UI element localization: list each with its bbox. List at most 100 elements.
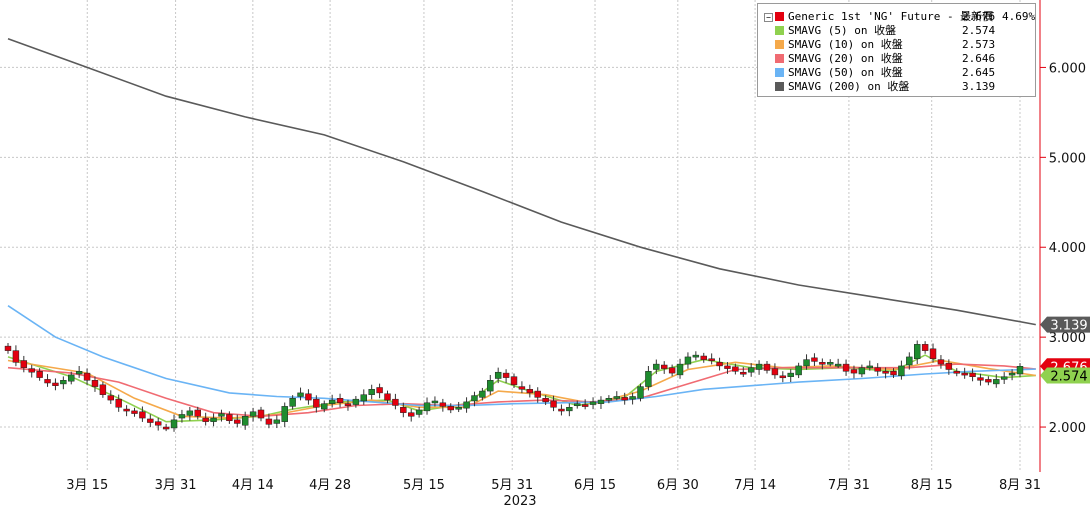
legend-entry[interactable]: SMAVG (10) on 收盤 2.573 bbox=[764, 38, 1034, 52]
last-value-label: 2.574 bbox=[1050, 369, 1087, 384]
legend-label: SMAVG (5) on 收盤 bbox=[788, 24, 897, 37]
candle-body bbox=[732, 366, 739, 372]
legend: − Generic 1st 'NG' Future - 最新價 2.676 4.… bbox=[757, 3, 1036, 97]
last-value-tag bbox=[1040, 316, 1090, 333]
legend-change: 4.69% bbox=[1002, 10, 1036, 23]
candle-body bbox=[708, 358, 715, 361]
candle-body bbox=[937, 359, 945, 365]
x-tick-label: 4月 14 bbox=[232, 478, 274, 493]
x-tick-label: 6月 15 bbox=[574, 478, 616, 493]
candle-body bbox=[993, 379, 1000, 385]
legend-swatch bbox=[775, 12, 784, 21]
legend-value: 3.139 bbox=[962, 80, 996, 93]
candle-body bbox=[210, 417, 217, 422]
candle-body bbox=[494, 371, 502, 379]
candle-body bbox=[139, 411, 146, 419]
candle-body bbox=[906, 356, 913, 366]
candle-body bbox=[226, 414, 233, 422]
legend-value: 2.574 bbox=[962, 24, 996, 37]
candle-body bbox=[842, 363, 850, 372]
candle-body bbox=[977, 377, 984, 381]
y-tick-label: 3.000 bbox=[1049, 331, 1086, 346]
candle-body bbox=[376, 387, 383, 394]
candle-body bbox=[755, 363, 763, 370]
candle-body bbox=[882, 371, 889, 374]
candle-body bbox=[75, 371, 83, 375]
candle-body bbox=[368, 389, 375, 395]
legend-label: SMAVG (10) on 收盤 bbox=[788, 38, 903, 51]
collapse-icon[interactable]: − bbox=[764, 13, 773, 22]
candle-body bbox=[384, 393, 391, 401]
candle-body bbox=[819, 362, 826, 365]
candle-body bbox=[621, 397, 628, 401]
candle-body bbox=[68, 374, 75, 382]
x-tick-label: 5月 15 bbox=[403, 478, 445, 493]
candle-body bbox=[479, 390, 486, 398]
candle-body bbox=[834, 363, 842, 367]
candle-body bbox=[771, 368, 779, 376]
legend-value: 2.645 bbox=[962, 66, 996, 79]
candle-body bbox=[597, 399, 605, 404]
candle-body bbox=[589, 401, 597, 405]
candle-body bbox=[194, 409, 201, 417]
legend-label: Generic 1st 'NG' Future - 最新價 bbox=[788, 10, 994, 23]
candle-body bbox=[661, 364, 668, 369]
legend-entry[interactable]: − Generic 1st 'NG' Future - 最新價 2.676 4.… bbox=[764, 10, 1036, 24]
candle-body bbox=[645, 371, 652, 387]
candle-body bbox=[866, 365, 873, 369]
candle-body bbox=[1008, 372, 1016, 376]
candle-body bbox=[115, 398, 122, 408]
candle-body bbox=[170, 419, 178, 429]
candle-body bbox=[811, 357, 818, 362]
candle-body bbox=[273, 419, 281, 424]
x-tick-label: 3月 15 bbox=[66, 478, 108, 493]
legend-swatch bbox=[775, 54, 784, 63]
candle-body bbox=[447, 406, 454, 411]
candle-body bbox=[929, 348, 937, 359]
candle-body bbox=[83, 372, 91, 381]
candle-body bbox=[518, 386, 526, 390]
candle-body bbox=[202, 417, 209, 422]
candle-body bbox=[281, 406, 288, 422]
candle-body bbox=[265, 418, 273, 425]
candle-body bbox=[724, 365, 731, 369]
legend-label: SMAVG (50) on 收盤 bbox=[788, 66, 903, 79]
candle-body bbox=[550, 400, 557, 408]
legend-swatch bbox=[775, 82, 784, 91]
candle-body bbox=[874, 367, 881, 372]
candle-body bbox=[408, 412, 415, 417]
legend-value: 2.676 bbox=[962, 10, 996, 23]
candle-body bbox=[1016, 366, 1024, 375]
y-tick-label: 6.000 bbox=[1049, 61, 1086, 76]
candle-body bbox=[945, 362, 953, 370]
candle-body bbox=[763, 363, 771, 371]
series-line bbox=[7, 305, 1036, 407]
candle-body bbox=[463, 401, 470, 409]
legend-entry[interactable]: SMAVG (50) on 收盤 2.645 bbox=[764, 66, 1034, 80]
x-tick-label: 8月 15 bbox=[911, 478, 953, 493]
candle-body bbox=[328, 399, 336, 404]
legend-entry[interactable]: SMAVG (5) on 收盤 2.574 bbox=[764, 24, 1034, 38]
candle-body bbox=[289, 398, 296, 407]
candle-body bbox=[542, 398, 549, 403]
candle-body bbox=[360, 394, 367, 402]
candle-body bbox=[471, 395, 478, 402]
candle-body bbox=[12, 350, 20, 363]
candle-body bbox=[44, 379, 51, 384]
x-tick-label: 4月 28 bbox=[309, 478, 351, 493]
legend-entry[interactable]: SMAVG (200) on 收盤 3.139 bbox=[764, 80, 1034, 94]
candle-body bbox=[581, 404, 589, 407]
candle-body bbox=[439, 402, 447, 407]
legend-entry[interactable]: SMAVG (20) on 收盤 2.646 bbox=[764, 52, 1034, 66]
candle-body bbox=[36, 371, 43, 378]
candle-body bbox=[898, 365, 905, 377]
candle-body bbox=[155, 421, 162, 426]
candle-body bbox=[914, 344, 921, 359]
candle-body bbox=[431, 400, 439, 404]
candle-body bbox=[684, 356, 692, 365]
candle-body bbox=[502, 372, 510, 378]
candle-body bbox=[526, 389, 534, 394]
candle-body bbox=[241, 416, 249, 426]
